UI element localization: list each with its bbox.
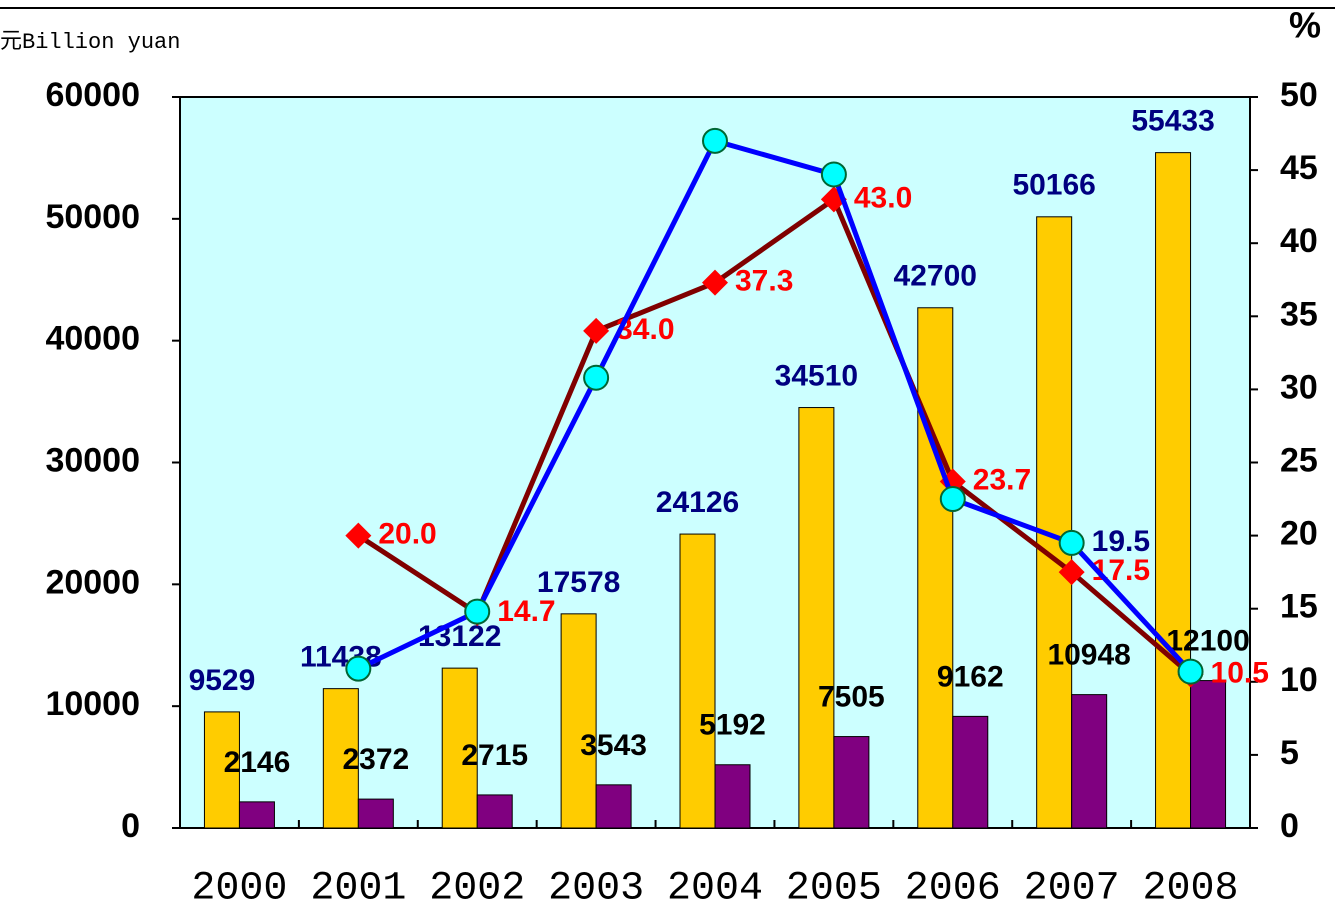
value-label: 2372 [342, 743, 409, 776]
bar [357, 798, 394, 829]
y2-tick-label: 25 [1280, 441, 1318, 479]
value-label: 24126 [656, 486, 739, 519]
bar [1190, 680, 1227, 829]
x-tick-label: 2000 [191, 867, 287, 912]
bar [952, 715, 989, 829]
value-label: 2146 [224, 746, 291, 779]
value-label: 2715 [461, 739, 528, 772]
bar [1036, 216, 1073, 829]
value-label: 17.5 [1092, 554, 1150, 587]
y2-tick-label: 40 [1280, 222, 1318, 260]
bar [917, 307, 954, 829]
bar [322, 688, 359, 829]
y2-tick-label: 20 [1280, 515, 1318, 553]
bar [595, 784, 632, 829]
marker [939, 486, 966, 513]
marker [583, 364, 610, 391]
series-line [356, 195, 1193, 677]
y2-tick-label: 10 [1280, 661, 1318, 699]
value-label: 9529 [189, 664, 256, 697]
x-tick-label: 2006 [905, 867, 1001, 912]
bar [238, 801, 275, 829]
value-label: 20.0 [378, 518, 436, 551]
x-tick-label: 2003 [548, 867, 644, 912]
marker [1058, 559, 1085, 586]
x-tick-label: 2005 [786, 867, 882, 912]
y2-tick-label: 0 [1280, 807, 1299, 845]
y2-tick-label: 35 [1280, 295, 1318, 333]
y-tick-label: 20000 [45, 563, 140, 601]
y-tick-label: 50000 [45, 198, 140, 236]
marker [345, 655, 372, 682]
x-tick-label: 2002 [429, 867, 525, 912]
value-label: 12100 [1166, 625, 1249, 658]
value-label: 10.5 [1211, 656, 1269, 689]
marker [583, 317, 610, 344]
marker [1058, 529, 1085, 556]
value-label: 42700 [894, 260, 977, 293]
bar [798, 407, 835, 829]
value-label: 3543 [580, 729, 647, 762]
value-label: 50166 [1012, 169, 1095, 202]
bar [203, 711, 240, 829]
marker [1177, 658, 1204, 685]
bar [1155, 152, 1192, 829]
value-label: 19.5 [1092, 525, 1150, 558]
value-label: 43.0 [854, 181, 912, 214]
value-label: 37.3 [735, 265, 793, 298]
marker [345, 522, 372, 549]
bar [714, 764, 751, 829]
bar [1071, 694, 1108, 829]
y-tick-label: 30000 [45, 441, 140, 479]
y-tick-label: 0 [121, 807, 140, 845]
value-label: 17578 [537, 566, 620, 599]
y-tick-label: 40000 [45, 320, 140, 358]
y2-tick-label: 15 [1280, 588, 1318, 626]
bar [833, 736, 870, 829]
bar [560, 613, 597, 829]
marker [820, 161, 847, 188]
series-line [357, 137, 1193, 674]
marker [464, 598, 491, 625]
x-tick-label: 2007 [1024, 867, 1120, 912]
value-label: 9162 [937, 660, 1004, 693]
x-tick-label: 2008 [1143, 867, 1239, 912]
value-label: 55433 [1131, 105, 1214, 138]
bar [441, 667, 478, 829]
value-label: 23.7 [973, 463, 1031, 496]
bar [679, 533, 716, 829]
bar [476, 794, 513, 829]
value-label: 5192 [699, 709, 766, 742]
value-label: 7505 [818, 680, 885, 713]
y-tick-label: 60000 [45, 76, 140, 114]
y2-tick-label: 30 [1280, 368, 1318, 406]
y-axis-label: 元Billion yuan [0, 30, 180, 55]
marker [702, 269, 728, 296]
value-label: 10948 [1047, 639, 1130, 672]
y-tick-label: 10000 [45, 685, 140, 723]
y2-axis-label: % [1289, 5, 1321, 46]
y2-tick-label: 50 [1280, 76, 1318, 114]
value-label: 34510 [775, 359, 858, 392]
value-label: 14.7 [497, 595, 555, 628]
y2-tick-label: 5 [1280, 734, 1299, 772]
x-tick-label: 2001 [310, 867, 406, 912]
marker [702, 127, 728, 154]
y2-tick-label: 45 [1280, 149, 1318, 187]
value-label: 13122 [418, 620, 501, 653]
x-tick-label: 2004 [667, 867, 763, 912]
